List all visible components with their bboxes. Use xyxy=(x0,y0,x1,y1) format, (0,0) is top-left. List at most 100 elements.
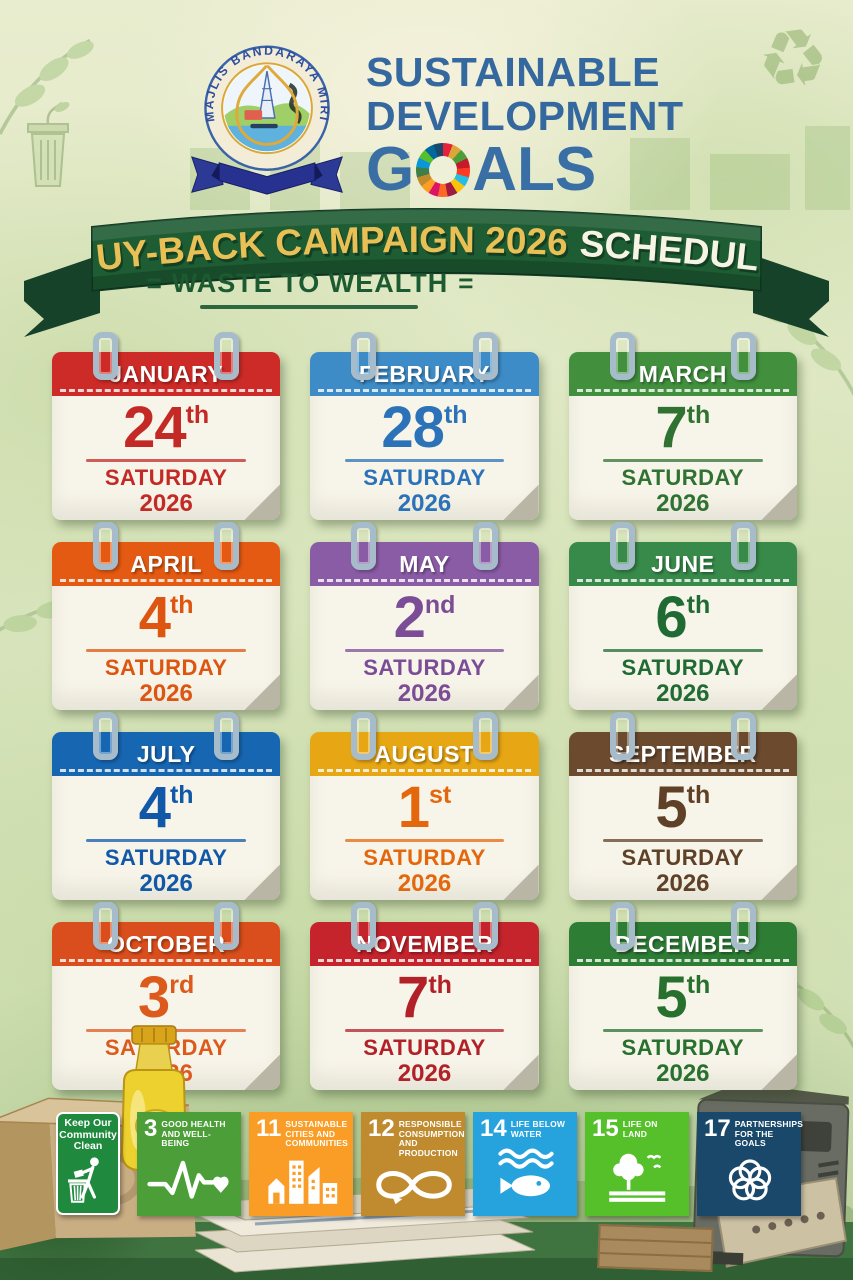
year-label: 2026 xyxy=(397,679,452,707)
divider-line xyxy=(86,459,247,462)
weekday-label: SATURDAY xyxy=(104,844,228,870)
subtitle-marker-right: = xyxy=(458,268,474,298)
year-label: 2026 xyxy=(139,489,193,517)
recycle-symbol-sketch: ♻ xyxy=(751,10,835,109)
binder-ring-icon xyxy=(609,712,635,760)
binder-ring-icon xyxy=(609,522,635,570)
wooden-crate xyxy=(597,1224,714,1272)
month-name: MAY xyxy=(399,550,450,577)
sdg-tile-17: 17 PARTNERSHIPS FOR THE GOALS xyxy=(697,1112,804,1216)
day-ordinal: th xyxy=(686,971,711,999)
year-label: 2026 xyxy=(139,869,193,897)
month-name: FEBRUARY xyxy=(359,360,490,387)
card-body: 5th SATURDAY 2026 xyxy=(569,776,797,897)
dashed-separator xyxy=(318,579,531,582)
calendar-card: AUGUST 1st SATURDAY 2026 xyxy=(310,712,539,900)
binder-ring-icon xyxy=(93,712,119,760)
dashed-separator xyxy=(60,769,273,772)
subtitle-marker-left: = xyxy=(146,268,162,298)
day-value: 1 xyxy=(397,775,430,840)
weekday-label: SATURDAY xyxy=(621,464,745,490)
card-body: 6th SATURDAY 2026 xyxy=(569,586,797,707)
day-value: 4 xyxy=(138,585,171,650)
dashed-separator xyxy=(318,389,531,392)
card-body: 1st SATURDAY 2026 xyxy=(310,776,538,897)
month-header: FEBRUARY xyxy=(310,352,539,396)
day-value: 6 xyxy=(655,585,687,650)
month-header: MAY xyxy=(310,542,539,586)
tree-land-icon xyxy=(609,1153,666,1202)
day-number: 3rd xyxy=(52,969,280,1027)
sdg-tile-15: 15 LIFE ON LAND xyxy=(585,1112,689,1216)
emblem-scene xyxy=(224,65,310,152)
sign-line-1: Keep Our xyxy=(64,1117,112,1129)
divider-line xyxy=(344,1029,505,1032)
binder-ring-icon xyxy=(351,712,377,760)
sdg-label: PARTNERSHIPS FOR THE GOALS xyxy=(734,1119,804,1149)
subtitle-text: WASTE TO WEALTH xyxy=(171,268,449,298)
dashed-separator xyxy=(60,389,273,392)
divider-line xyxy=(344,459,505,462)
year-label: 2026 xyxy=(656,1059,710,1087)
keep-clean-sign: Keep Our Community Clean xyxy=(56,1112,120,1215)
binder-ring-icon xyxy=(609,902,635,950)
wordmark-line-1: SUSTAINABLE xyxy=(366,49,661,95)
day-ordinal: rd xyxy=(169,971,195,999)
buildings-icon xyxy=(268,1160,338,1204)
month-name: DECEMBER xyxy=(615,930,751,957)
binder-ring-icon xyxy=(214,712,240,760)
day-value: 2 xyxy=(393,585,426,650)
subtitle-underline xyxy=(200,305,418,309)
dashed-separator xyxy=(318,769,531,772)
day-value: 24 xyxy=(123,395,187,460)
calendar-card: SEPTEMBER 5th SATURDAY 2026 xyxy=(568,712,797,900)
divider-line xyxy=(86,649,247,652)
calendar-card: NOVEMBER 7th SATURDAY 2026 xyxy=(310,902,539,1090)
month-header: APRIL xyxy=(52,542,281,586)
month-name: AUGUST xyxy=(374,740,475,767)
card-body: 24th SATURDAY 2026 xyxy=(52,396,280,517)
sdg-label: RESPONSIBLE CONSUMPTION AND PRODUCTION xyxy=(398,1119,465,1158)
day-value: 4 xyxy=(138,775,171,840)
binder-ring-icon xyxy=(351,332,377,380)
year-label: 2026 xyxy=(139,679,193,707)
binder-ring-icon xyxy=(93,902,119,950)
card-body: 4th SATURDAY 2026 xyxy=(52,586,280,707)
month-name: OCTOBER xyxy=(107,930,226,957)
binder-ring-icon xyxy=(214,522,240,570)
divider-line xyxy=(86,839,247,842)
binder-ring-icon xyxy=(730,712,756,760)
day-number: 5th xyxy=(569,969,797,1027)
dashed-separator xyxy=(576,389,789,392)
weekday-label: SATURDAY xyxy=(104,654,228,680)
binder-ring-icon xyxy=(93,522,119,570)
binder-ring-icon xyxy=(472,902,498,950)
day-ordinal: th xyxy=(443,401,468,429)
day-ordinal: st xyxy=(429,781,452,809)
binder-ring-icon xyxy=(93,332,119,380)
day-value: 5 xyxy=(655,965,687,1030)
goals-g: G xyxy=(366,135,415,204)
calendar-card: MAY 2nd SATURDAY 2026 xyxy=(310,522,539,710)
binder-ring-icon xyxy=(472,712,498,760)
month-header: DECEMBER xyxy=(568,922,797,966)
sdg-tile-3: 3 GOOD HEALTH AND WELL-BEING xyxy=(137,1112,241,1216)
day-ordinal: th xyxy=(169,591,194,619)
sdg-number: 11 xyxy=(256,1115,282,1142)
calendar-card: FEBRUARY 28th SATURDAY 2026 xyxy=(310,332,539,520)
binder-ring-icon xyxy=(351,522,377,570)
day-ordinal: nd xyxy=(424,591,456,619)
day-number: 4th xyxy=(52,589,280,647)
binder-ring-icon xyxy=(730,522,756,570)
month-name: NOVEMBER xyxy=(356,930,493,957)
sdg-wordmark: SUSTAINABLE DEVELOPMENT G ALS xyxy=(366,50,686,202)
sdg-number: 14 xyxy=(480,1115,507,1142)
month-header: JUNE xyxy=(568,542,797,586)
day-number: 24th xyxy=(52,399,280,457)
leaf-vine xyxy=(0,38,94,135)
month-header: MARCH xyxy=(568,352,797,396)
day-number: 2nd xyxy=(310,589,538,647)
day-value: 7 xyxy=(397,965,429,1030)
calendar-card: APRIL 4th SATURDAY 2026 xyxy=(52,522,281,710)
